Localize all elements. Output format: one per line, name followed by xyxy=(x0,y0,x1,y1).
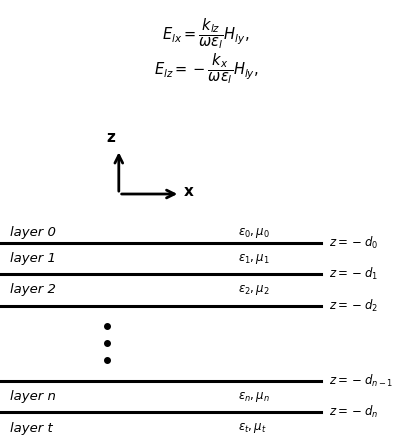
Text: $z = -d_n$: $z = -d_n$ xyxy=(329,404,378,420)
Text: $\varepsilon_1,\mu_1$: $\varepsilon_1,\mu_1$ xyxy=(238,252,270,266)
Text: $z = -d_1$: $z = -d_1$ xyxy=(329,266,378,282)
Text: $z = -d_2$: $z = -d_2$ xyxy=(329,297,378,314)
Text: z: z xyxy=(107,130,115,145)
Text: $z = -d_{n-1}$: $z = -d_{n-1}$ xyxy=(329,373,393,389)
Text: layer 2: layer 2 xyxy=(10,283,56,297)
Text: $\varepsilon_t,\mu_t$: $\varepsilon_t,\mu_t$ xyxy=(238,421,267,435)
Text: x: x xyxy=(184,184,194,199)
Text: $\varepsilon_n,\mu_n$: $\varepsilon_n,\mu_n$ xyxy=(238,390,270,404)
Text: $z = -d_0$: $z = -d_0$ xyxy=(329,235,378,251)
Text: $\varepsilon_2,\mu_2$: $\varepsilon_2,\mu_2$ xyxy=(238,283,269,297)
Text: layer n: layer n xyxy=(10,390,56,404)
Text: $E_{lz} = -\dfrac{k_x}{\omega\varepsilon_l}H_{ly},$: $E_{lz} = -\dfrac{k_x}{\omega\varepsilon… xyxy=(154,51,258,86)
Text: $E_{lx} = \dfrac{k_{lz}}{\omega\varepsilon_l}H_{ly},$: $E_{lx} = \dfrac{k_{lz}}{\omega\varepsil… xyxy=(162,16,249,50)
Text: layer 1: layer 1 xyxy=(10,252,56,265)
Text: $\varepsilon_0,\mu_0$: $\varepsilon_0,\mu_0$ xyxy=(238,226,270,240)
Text: layer 0: layer 0 xyxy=(10,226,56,240)
Text: layer t: layer t xyxy=(10,421,53,435)
